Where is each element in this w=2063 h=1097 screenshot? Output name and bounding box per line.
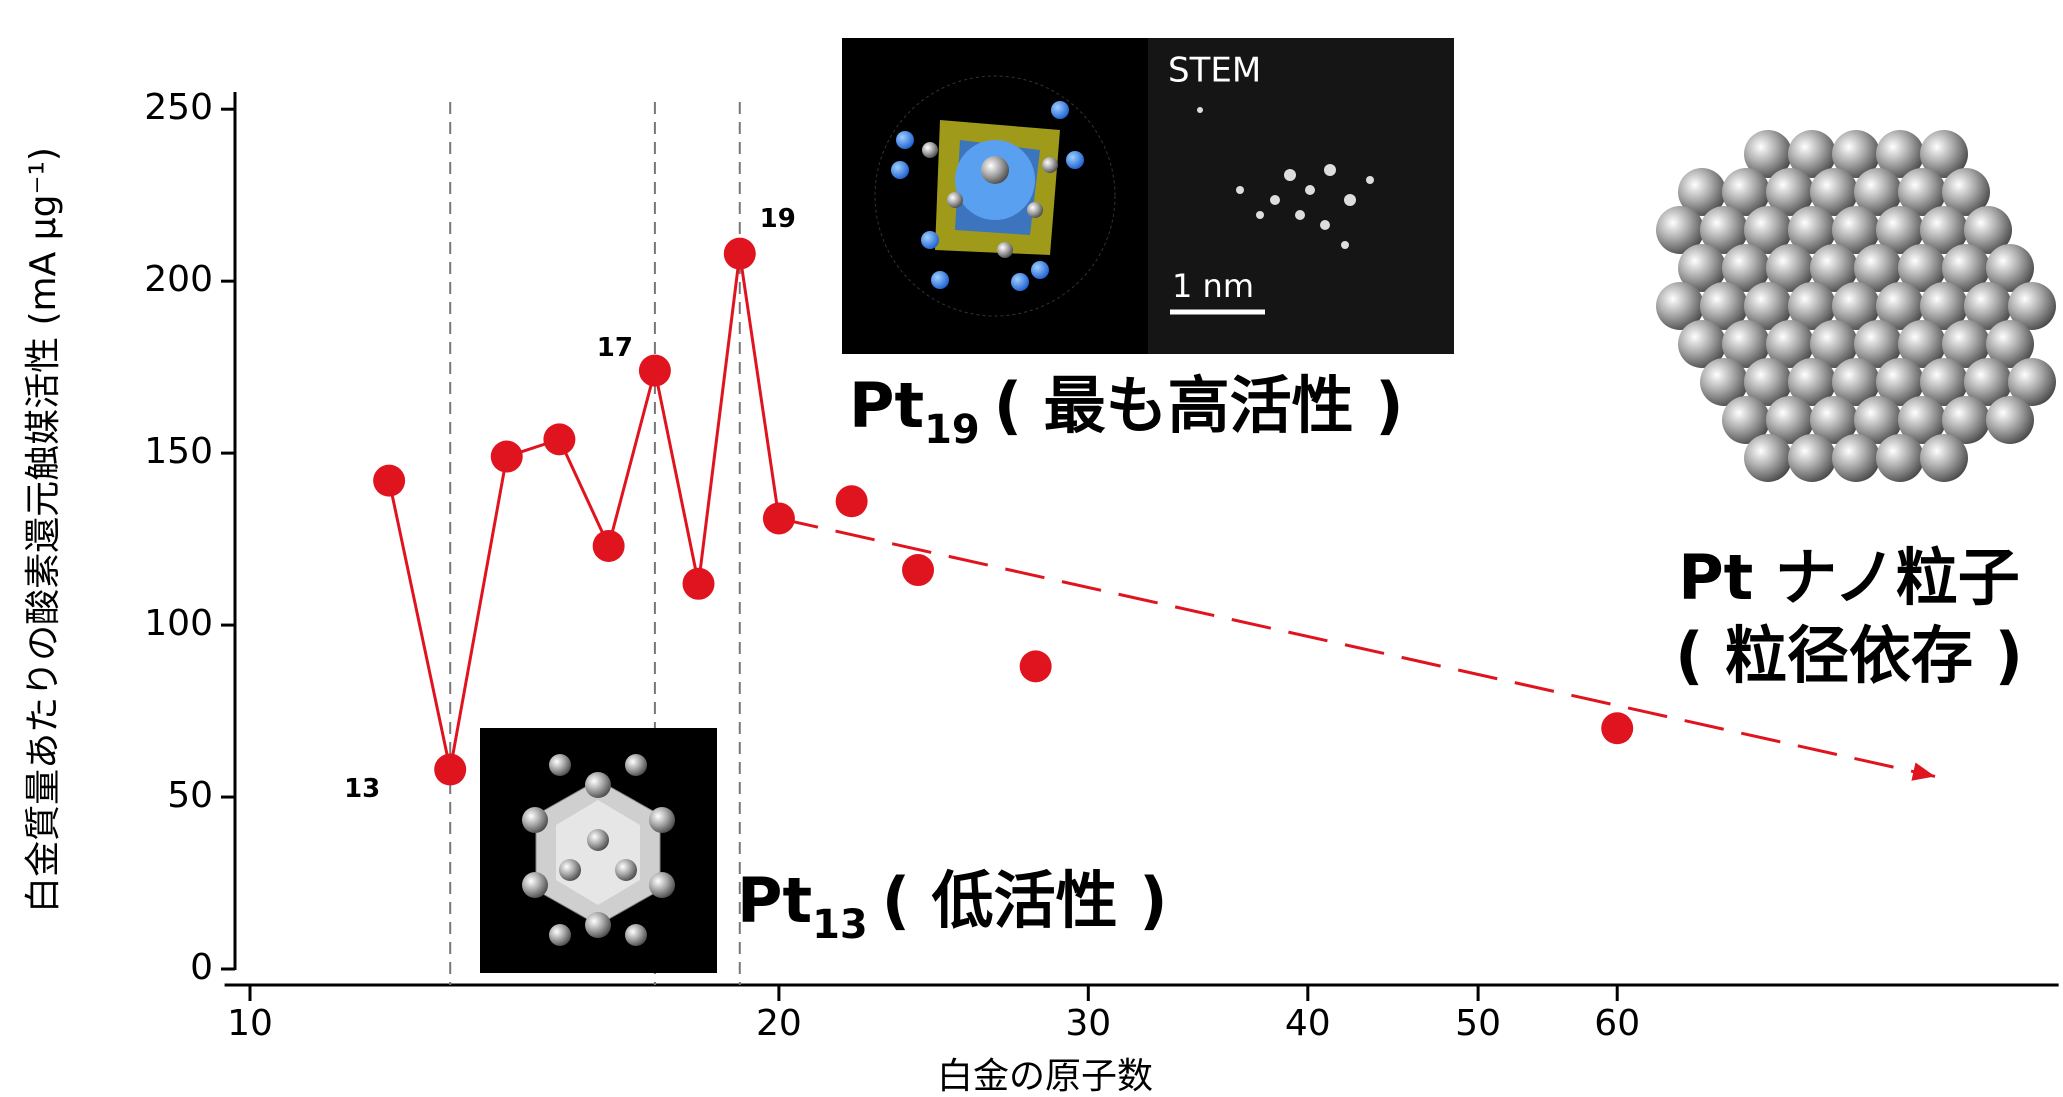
data-point [1601, 712, 1633, 744]
x-tick-label: 40 [1285, 1003, 1331, 1044]
data-point [1020, 650, 1052, 682]
y-axis-label: 白金質量あたりの酸素還元触媒活性 (mA μg⁻¹) [23, 147, 64, 913]
point-annotation: 13 [344, 774, 380, 804]
sphere [1920, 434, 1968, 482]
x-tick-label: 50 [1455, 1003, 1501, 1044]
pt13-inset [480, 728, 717, 973]
y-tick-label: 250 [144, 87, 213, 128]
data-point [491, 441, 523, 473]
y-tick-label: 100 [144, 603, 213, 644]
data-point [836, 485, 868, 517]
point-annotation: 19 [760, 204, 796, 234]
x-tick-label: 60 [1594, 1003, 1640, 1044]
x-tick-label: 20 [756, 1003, 802, 1044]
chart: 白金質量あたりの酸素還元触媒活性 (mA μg⁻¹) 白金の原子数 0 50 100… [0, 0, 2063, 1097]
sphere [1832, 434, 1880, 482]
sphere [1986, 396, 2034, 444]
data-point [639, 355, 671, 387]
sphere [1788, 434, 1836, 482]
nano-label-2: ( 粒径依存 ) [1675, 619, 2023, 692]
pt19-note: ( 最も高活性 ) [994, 369, 1404, 442]
series-line [389, 254, 779, 770]
nanoparticle-image [1656, 130, 2056, 482]
x-axis-label: 白金の原子数 [937, 1056, 1153, 1097]
sphere [1744, 434, 1792, 482]
x-tick-label: 30 [1065, 1003, 1111, 1044]
data-point [434, 754, 466, 786]
data-point [902, 554, 934, 586]
pt13-note: ( 低活性 ) [882, 864, 1168, 937]
point-annotation: 17 [597, 333, 633, 363]
pt19-sub: 19 [924, 407, 980, 453]
nano-label-1: Pt ナノ粒子 [1678, 541, 2020, 614]
data-point [683, 568, 715, 600]
data-point [724, 238, 756, 270]
stem-label: STEM [1168, 51, 1261, 91]
y-tick-label: 0 [190, 947, 213, 988]
sphere [1876, 434, 1924, 482]
data-point [373, 465, 405, 497]
pt13-label: Pt13 ( 低活性 ) [737, 864, 1168, 948]
y-tick-label: 200 [144, 259, 213, 300]
pt13-sub: 13 [812, 902, 868, 948]
y-tick-label: 150 [144, 431, 213, 472]
data-point [543, 423, 575, 455]
scale-label: 1 nm [1172, 267, 1254, 305]
pt13-name: Pt [737, 864, 812, 937]
pt19-inset [842, 38, 1454, 354]
arrow-head [1911, 762, 1935, 780]
x-tick-label: 10 [227, 1003, 273, 1044]
pt19-name: Pt [849, 369, 924, 442]
pt19-label: Pt19 ( 最も高活性 ) [849, 369, 1404, 453]
y-tick-label: 50 [167, 775, 213, 816]
data-point [593, 530, 625, 562]
